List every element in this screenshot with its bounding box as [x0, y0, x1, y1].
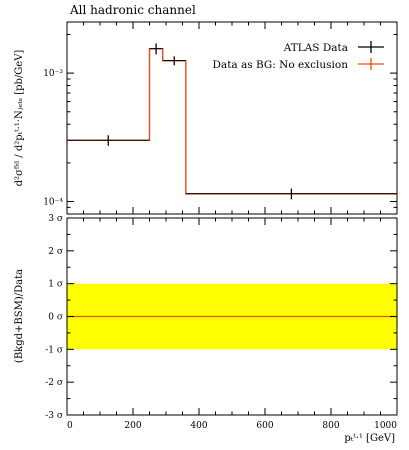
legend-label-data-as-bg: Data as BG: No exclusion	[213, 59, 349, 71]
ratio-y-tick-label: 2 σ	[48, 247, 63, 257]
ratio-y-tick-label: 0 σ	[48, 313, 63, 323]
ratio-y-tick-label: -2 σ	[45, 378, 63, 388]
x-tick-label: 400	[190, 421, 207, 431]
chart-title: All hadronic channel	[69, 3, 196, 17]
main-x-axis-ticks	[66, 22, 398, 214]
main-y-tick-label: 10⁻³	[43, 69, 63, 79]
series-data-as-bg-step	[67, 47, 397, 195]
main-y-axis: 10⁻³ 10⁻⁴	[43, 33, 397, 215]
legend: ATLAS Data Data as BG: No exclusion	[213, 41, 384, 71]
ratio-y-tick-label: 1 σ	[48, 280, 63, 290]
main-y-tick-label: 10⁻⁴	[43, 198, 63, 208]
atlas-data-point	[185, 188, 397, 200]
main-plot-panel: 10⁻³ 10⁻⁴ d²σᶠⁱᵈ / d²pₜᵗ·¹·Nⱼₑₜₛ [pb/GeV]	[14, 21, 398, 215]
x-tick-label: 800	[322, 421, 339, 431]
x-tick-label: 1000	[374, 421, 397, 431]
main-y-axis-label: d²σᶠⁱᵈ / d²pₜᵗ·¹·Nⱼₑₜₛ [pb/GeV]	[14, 50, 25, 187]
x-axis-label: pₜᵗ·¹ [GeV]	[344, 433, 395, 444]
main-series	[67, 43, 397, 200]
atlas-data-point	[67, 135, 150, 146]
x-tick-label: 600	[256, 421, 273, 431]
x-tick-label: 0	[67, 421, 73, 431]
x-tick-label: 200	[124, 421, 141, 431]
ratio-y-tick-label: 3 σ	[48, 214, 63, 224]
ratio-y-axis-label: (Bkgd+BSM)/Data	[14, 269, 25, 363]
atlas-data-point	[162, 56, 186, 66]
legend-label-atlas-data: ATLAS Data	[283, 42, 348, 54]
ratio-y-axis: 3 σ 2 σ 1 σ 0 σ -1 σ -2 σ -3 σ	[45, 214, 397, 421]
ratio-y-tick-label: -3 σ	[45, 411, 63, 421]
ratio-y-tick-label: -1 σ	[45, 345, 63, 355]
ratio-plot-panel: 3 σ 2 σ 1 σ 0 σ -1 σ -2 σ -3 σ 0 200 400 600 800 10…	[14, 214, 398, 444]
atlas-data-point	[149, 43, 163, 55]
ratio-x-axis: 0 200 400 600 800 1000	[66, 218, 398, 431]
